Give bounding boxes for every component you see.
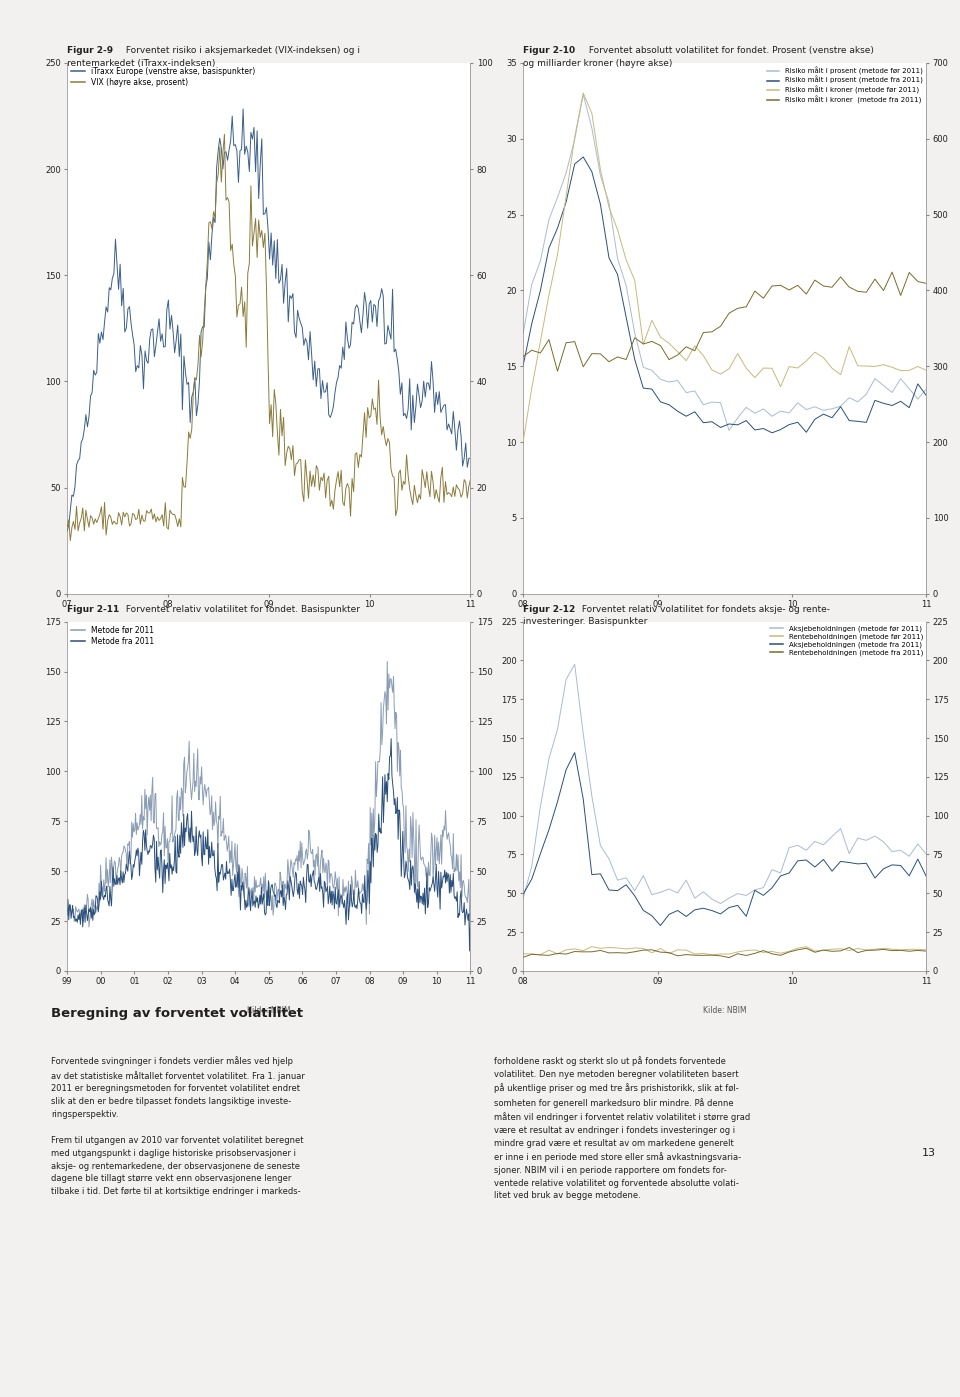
Text: Forventet risiko i aksjemarkedet (VIX-indeksen) og i: Forventet risiko i aksjemarkedet (VIX-in…: [123, 46, 360, 54]
Text: 13: 13: [922, 1147, 936, 1158]
Text: og milliarder kroner (høyre akse): og milliarder kroner (høyre akse): [523, 59, 673, 67]
Legend: iTraxx Europe (venstre akse, basispunkter), VIX (høyre akse, prosent): iTraxx Europe (venstre akse, basispunkte…: [71, 67, 255, 87]
Text: Forventet absolutt volatilitet for fondet. Prosent (venstre akse): Forventet absolutt volatilitet for fonde…: [586, 46, 874, 54]
Text: Forventet relativ volatilitet for fondet. Basispunkter: Forventet relativ volatilitet for fondet…: [123, 605, 360, 613]
Text: investeringer. Basispunkter: investeringer. Basispunkter: [523, 617, 648, 626]
Legend: Metode før 2011, Metode fra 2011: Metode før 2011, Metode fra 2011: [71, 626, 154, 645]
Text: Kilde: NBIM: Kilde: NBIM: [703, 640, 747, 648]
Text: Figur 2-12: Figur 2-12: [523, 605, 575, 613]
Text: Kilde: NBIM: Kilde: NBIM: [703, 1006, 747, 1014]
Text: Forventede svingninger i fondets verdier måles ved hjelp
av det statistiske målt: Forventede svingninger i fondets verdier…: [52, 1056, 305, 1196]
Text: forholdene raskt og sterkt slo ut på fondets forventede
volatilitet. Den nye met: forholdene raskt og sterkt slo ut på fon…: [493, 1056, 750, 1200]
Text: rentemarkedet (iTraxx-indeksen): rentemarkedet (iTraxx-indeksen): [67, 59, 216, 67]
Text: Figur 2-11: Figur 2-11: [67, 605, 119, 613]
Text: Kilde: CBOE, Markit: Kilde: CBOE, Markit: [231, 640, 306, 648]
Text: Forventet relativ volatilitet for fondets aksje- og rente-: Forventet relativ volatilitet for fondet…: [579, 605, 829, 613]
Legend: Risiko målt i prosent (metode før 2011), Risiko målt i prosent (metode fra 2011): Risiko målt i prosent (metode før 2011),…: [767, 66, 923, 105]
Text: Beregning av forventet volatilitet: Beregning av forventet volatilitet: [52, 1007, 303, 1020]
Text: Kilde: NBIM: Kilde: NBIM: [247, 1006, 291, 1014]
Legend: Aksjebeholdningen (metode før 2011), Rentebeholdningen (metode før 2011), Aksjeb: Aksjebeholdningen (metode før 2011), Ren…: [771, 624, 923, 657]
Text: Figur 2-9: Figur 2-9: [67, 46, 113, 54]
Text: Figur 2-10: Figur 2-10: [523, 46, 575, 54]
